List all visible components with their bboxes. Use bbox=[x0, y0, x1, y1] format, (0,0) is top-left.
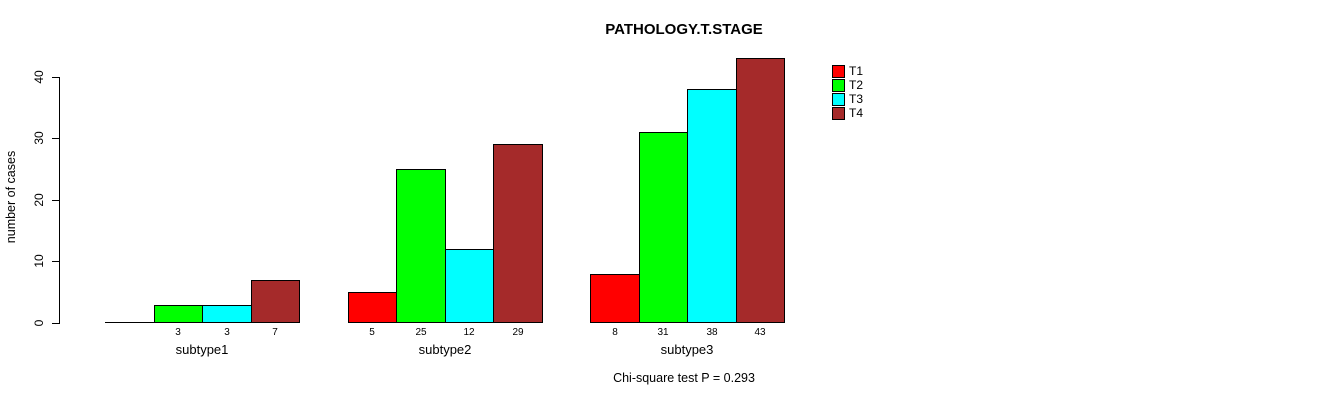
y-axis-tick bbox=[52, 261, 60, 262]
y-axis-tick bbox=[52, 200, 60, 201]
bar-t3-subtype1 bbox=[202, 305, 252, 323]
bar-value-label: 3 bbox=[175, 327, 181, 338]
bar-t1-subtype3 bbox=[590, 274, 640, 323]
bar-value-label: 7 bbox=[272, 327, 278, 338]
chi-square-note: Chi-square test P = 0.293 bbox=[613, 371, 755, 385]
bar-t3-subtype2 bbox=[445, 249, 494, 323]
y-tick-label: 30 bbox=[32, 131, 46, 145]
bar-value-label: 5 bbox=[369, 327, 375, 338]
y-axis-tick bbox=[52, 77, 60, 78]
bar-t4-subtype2 bbox=[493, 144, 543, 323]
legend-label-t2: T2 bbox=[849, 78, 864, 92]
bar-t2-subtype3 bbox=[639, 132, 688, 323]
legend-label-t3: T3 bbox=[849, 92, 864, 106]
bar-t2-subtype1 bbox=[154, 305, 203, 323]
bar-t4-subtype3 bbox=[736, 58, 785, 323]
bar-value-label: 3 bbox=[224, 327, 230, 338]
category-label-subtype1: subtype1 bbox=[175, 342, 229, 357]
y-tick-label: 40 bbox=[32, 70, 46, 84]
bar-t1-subtype2 bbox=[348, 292, 397, 323]
legend-swatch-t4 bbox=[832, 107, 845, 120]
bar-value-label: 8 bbox=[612, 327, 618, 338]
category-label-subtype3: subtype3 bbox=[660, 342, 714, 357]
bar-value-label: 38 bbox=[706, 327, 718, 338]
bar-t3-subtype3 bbox=[687, 89, 737, 323]
bar-t1-subtype1-zero bbox=[105, 322, 155, 323]
legend-label-t4: T4 bbox=[849, 106, 864, 120]
y-axis-tick bbox=[52, 138, 60, 139]
legend-label-t1: T1 bbox=[849, 64, 864, 78]
y-tick-label: 0 bbox=[32, 319, 46, 327]
legend-swatch-t3 bbox=[832, 93, 845, 106]
bar-value-label: 43 bbox=[754, 327, 766, 338]
bar-t4-subtype1 bbox=[251, 280, 300, 323]
bar-t2-subtype2 bbox=[396, 169, 446, 323]
category-label-subtype2: subtype2 bbox=[418, 342, 472, 357]
bar-value-label: 29 bbox=[512, 327, 524, 338]
y-tick-label: 10 bbox=[32, 254, 46, 268]
y-tick-label: 20 bbox=[32, 193, 46, 207]
bar-value-label: 12 bbox=[463, 327, 475, 338]
bar-value-label: 31 bbox=[657, 327, 669, 338]
bar-value-label: 25 bbox=[415, 327, 427, 338]
legend-swatch-t1 bbox=[832, 65, 845, 78]
legend-swatch-t2 bbox=[832, 79, 845, 92]
chart-title: PATHOLOGY.T.STAGE bbox=[605, 21, 763, 38]
y-axis-tick bbox=[52, 323, 60, 324]
